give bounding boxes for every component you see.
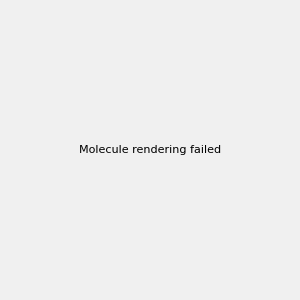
- Text: Molecule rendering failed: Molecule rendering failed: [79, 145, 221, 155]
